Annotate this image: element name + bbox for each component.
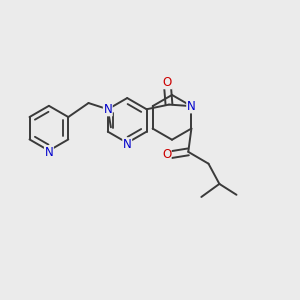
- Text: N: N: [44, 146, 53, 159]
- Text: O: O: [162, 148, 171, 161]
- Text: O: O: [163, 76, 172, 89]
- Text: N: N: [123, 138, 132, 151]
- Text: N: N: [187, 100, 196, 112]
- Text: N: N: [187, 100, 196, 112]
- Text: N: N: [103, 103, 112, 116]
